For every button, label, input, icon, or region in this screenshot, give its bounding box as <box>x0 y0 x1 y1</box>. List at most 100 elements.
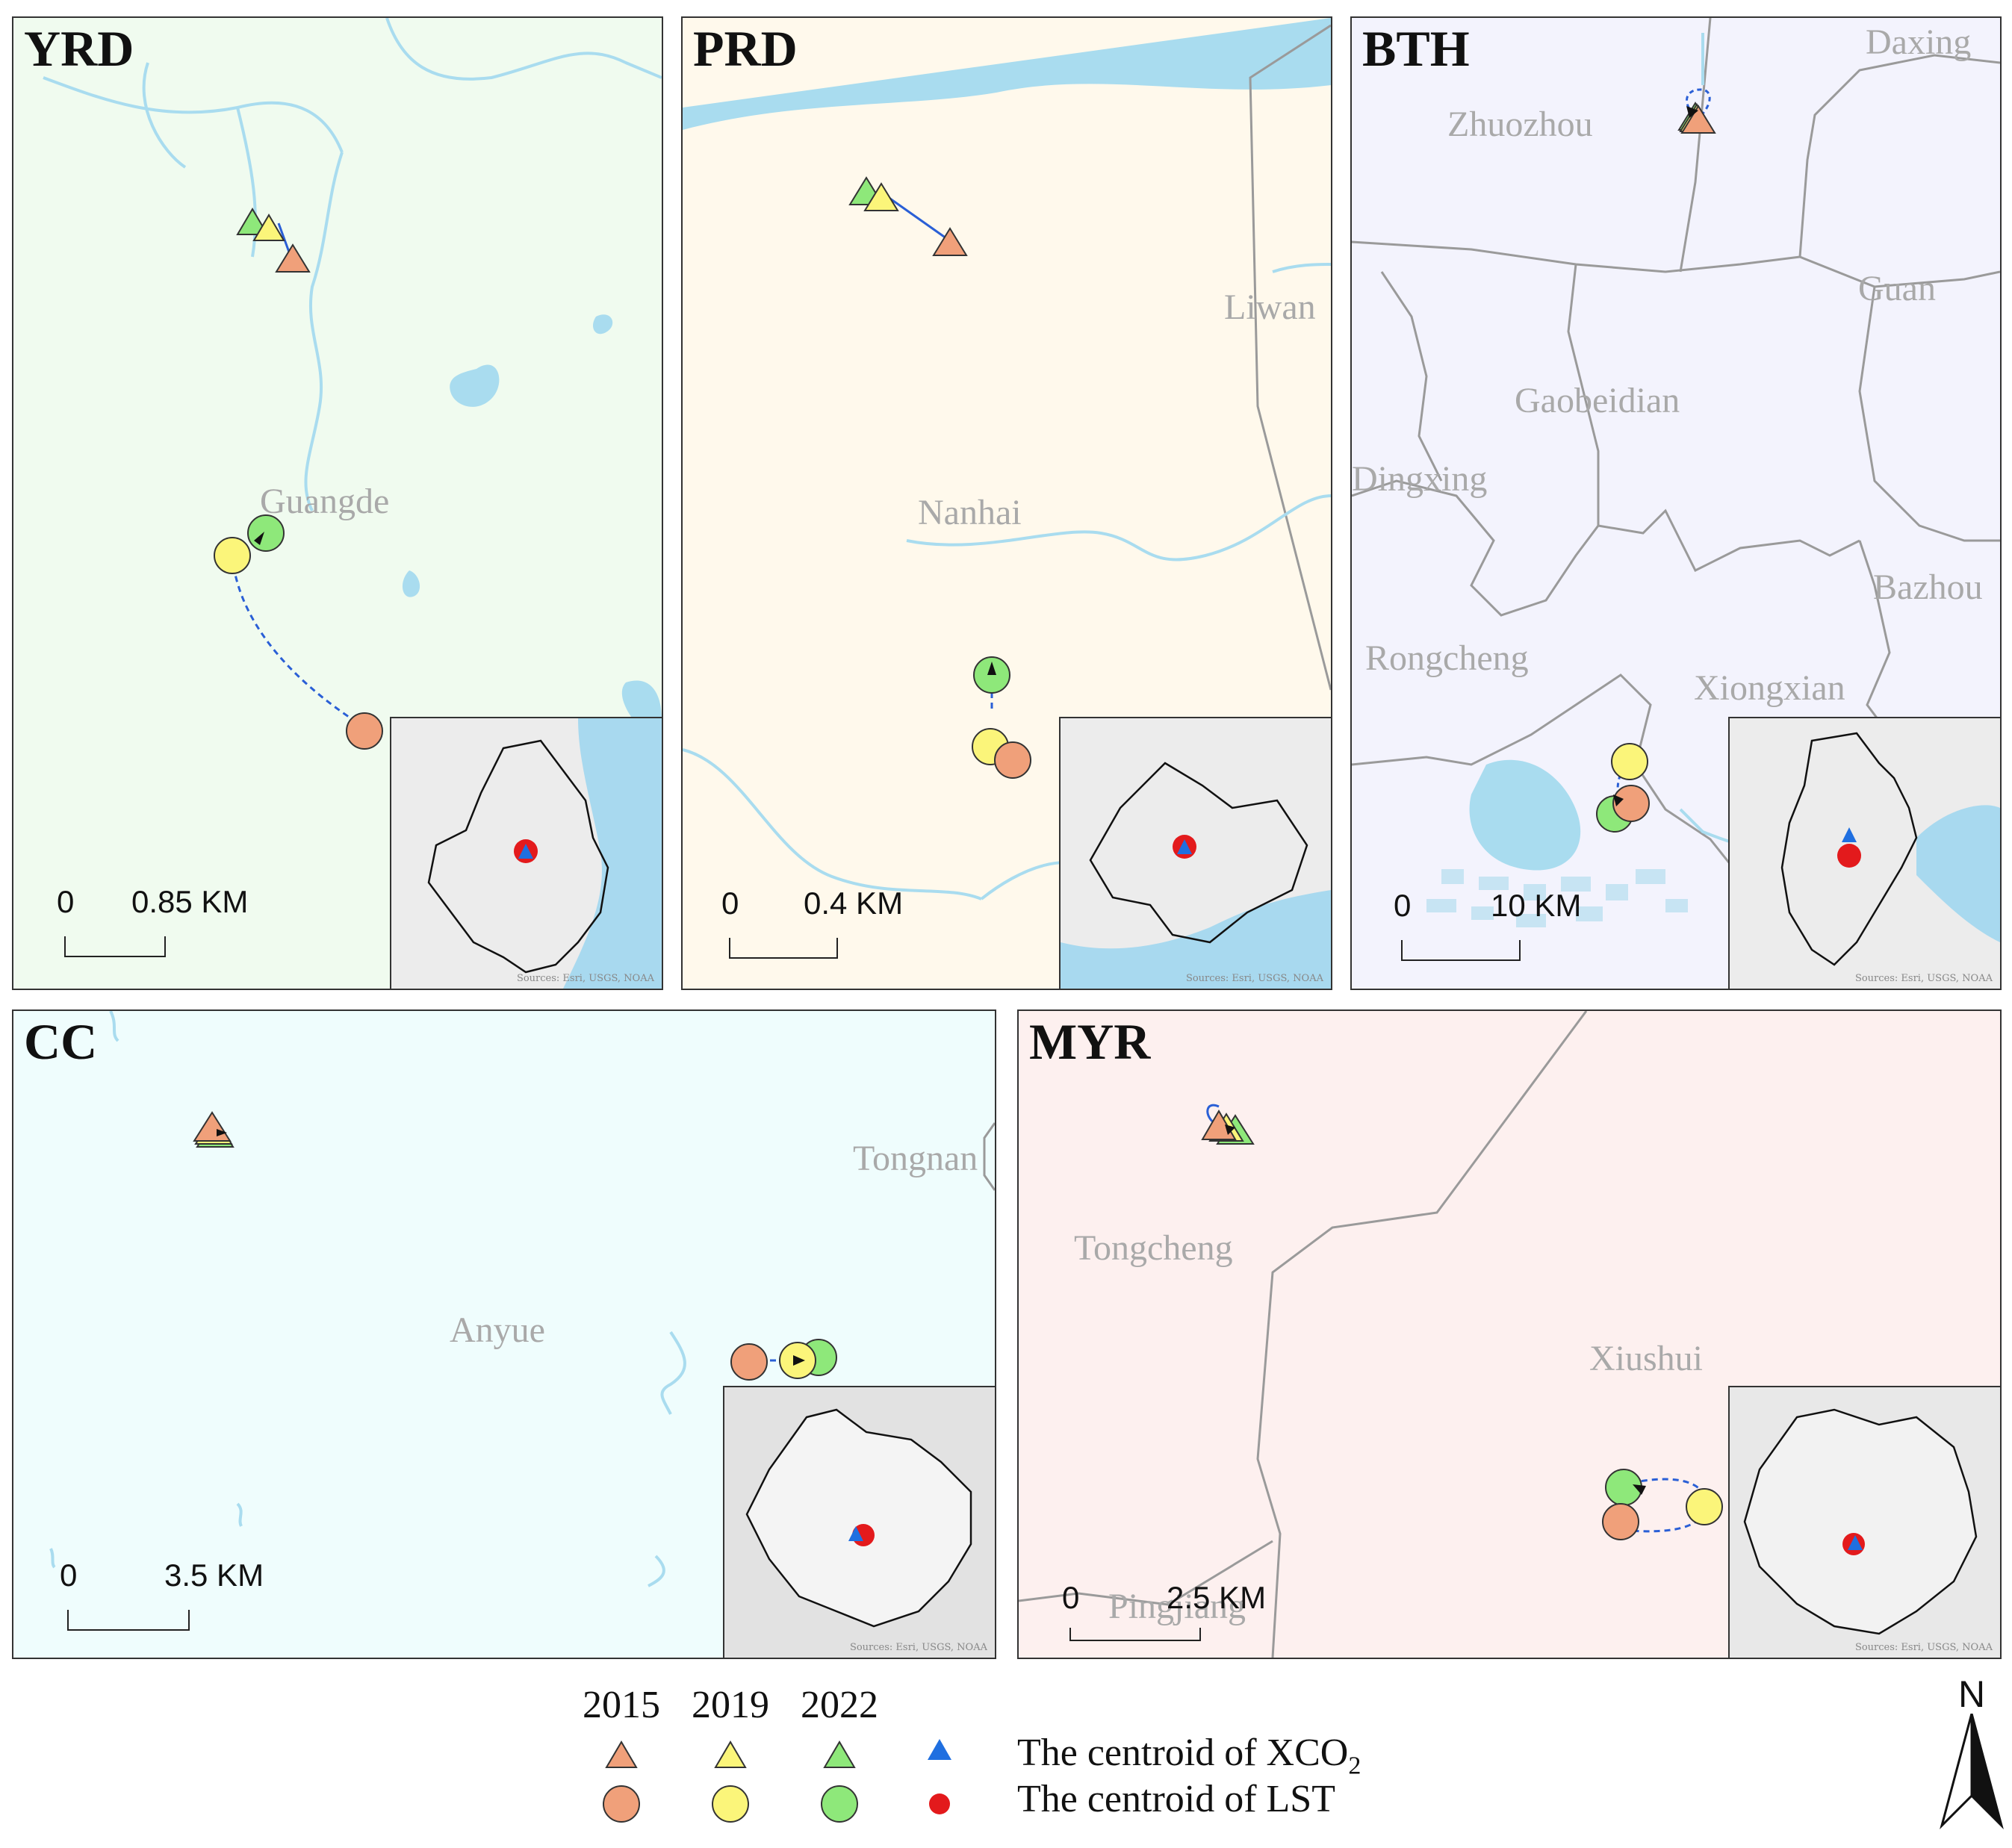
prd-inset-region-outline <box>1089 762 1308 944</box>
cc-inset-region-outline <box>745 1408 972 1628</box>
myr-place-label-3: Pingjiang <box>1108 1587 1246 1626</box>
cc-lst-arrowhead <box>793 1355 805 1366</box>
cc-inset-map <box>724 1387 995 1658</box>
legend-year-2022: 2022 <box>801 1684 878 1726</box>
myr-lst-arrowhead <box>1633 1484 1646 1495</box>
prd-boundary <box>1249 24 1331 691</box>
myr-xco2-track <box>1206 1104 1220 1124</box>
prd-scale-bar: 0 0.4 KM <box>721 886 946 975</box>
north-arrow-label: N <box>1957 1673 1986 1715</box>
myr-lst-2019-marker <box>1686 1488 1723 1525</box>
legend-xco2-text: The centroid of XCO <box>1017 1732 1349 1774</box>
legend-lst-2015-symbol <box>603 1785 640 1823</box>
legend-xco2-2019-symbol <box>714 1740 747 1768</box>
bth-place-label-1: Daxing <box>1866 22 1972 62</box>
prd-panel-title: PRD <box>693 20 798 77</box>
prd-river-north <box>683 18 1331 130</box>
legend-xco2-centroid-symbol <box>928 1739 951 1760</box>
prd-track-arrowhead <box>987 662 996 675</box>
yrd-lst-track <box>231 555 365 729</box>
yrd-xco2-2019-marker <box>252 214 285 241</box>
cc-xco2-2015-marker <box>193 1111 232 1142</box>
yrd-lakes <box>402 314 662 720</box>
yrd-place-label: Guangde <box>260 482 390 521</box>
prd-xco2-2015-marker <box>932 227 968 256</box>
bth-scale-bar: 0 10 KM <box>1394 888 1618 977</box>
legend-year-2015: 2015 <box>583 1684 660 1726</box>
bth-inset-region-outline <box>1780 732 1918 966</box>
bth-scale-zero: 0 <box>1394 888 1412 923</box>
prd-inset-map <box>1061 718 1331 989</box>
prd-inset-xco2-centroid <box>1177 839 1192 854</box>
bth-place-label-3: Guan <box>1858 269 1936 308</box>
myr-inset-xco2-centroid <box>1848 1535 1863 1550</box>
myr-locator-inset: Sources: Esri, USGS, NOAA <box>1728 1386 2000 1658</box>
yrd-scale-zero: 0 <box>57 884 75 919</box>
bth-panel-title: BTH <box>1362 20 1470 77</box>
cc-scale-line <box>67 1610 190 1631</box>
yrd-inset-region-outline <box>427 739 609 974</box>
prd-lst-2015-marker <box>994 741 1031 779</box>
cc-place-label-1: Tongnan <box>853 1139 978 1178</box>
bth-xco2-track <box>1686 88 1711 118</box>
cc-inset-xco2-centroid <box>848 1526 863 1541</box>
map-panel-prd: PRD Liwan Nanhai 0 0.4 KM Sources: Esri,… <box>681 16 1332 990</box>
myr-lst-2015-marker <box>1602 1503 1639 1540</box>
myr-inset-region-outline <box>1743 1408 1978 1635</box>
bth-map-layer <box>1352 18 2000 927</box>
bth-lst-arrowhead <box>1613 794 1624 806</box>
yrd-scale-bar: 0 0.85 KM <box>57 884 281 974</box>
prd-scale-line <box>729 938 838 959</box>
bth-place-label-2: Zhuozhou <box>1447 105 1593 144</box>
myr-inset-source: Sources: Esri, USGS, NOAA <box>1854 1642 1993 1653</box>
legend-lst-2019-symbol <box>712 1785 749 1823</box>
yrd-lst-2015-marker <box>346 712 383 750</box>
legend-symbols <box>603 1739 951 1823</box>
prd-scale-zero: 0 <box>721 886 739 921</box>
prd-place-label-1: Liwan <box>1224 287 1316 327</box>
yrd-scale-line <box>64 936 166 957</box>
bth-scale-line <box>1401 940 1521 961</box>
bth-xco2-2015-marker <box>1680 105 1716 134</box>
legend-xco2-label: The centroid of XCO2 <box>1017 1731 1361 1780</box>
myr-map-layer <box>1019 1011 1723 1658</box>
cc-rivers <box>49 1011 686 1587</box>
cc-inset-source: Sources: Esri, USGS, NOAA <box>849 1642 987 1653</box>
cc-scale-distance: 3.5 KM <box>164 1558 264 1593</box>
yrd-inset-map <box>391 718 662 989</box>
prd-xco2-track <box>887 196 952 243</box>
bth-wetland <box>1426 869 1688 927</box>
bth-place-label-4: Gaobeidian <box>1515 381 1680 420</box>
bth-inset-lst-centroid <box>1837 844 1861 868</box>
map-panel-bth: BTH Daxing Zhuozhou Guan Gaobeidian Ding… <box>1350 16 2002 990</box>
myr-place-label-1: Tongcheng <box>1074 1228 1233 1268</box>
legend-xco2-subscript: 2 <box>1348 1752 1361 1780</box>
bth-place-label-7: Rongcheng <box>1365 638 1529 678</box>
prd-place-label-2: Nanhai <box>918 493 1022 532</box>
bth-inset-map <box>1730 718 2000 989</box>
myr-scale-bar: 0 2.5 KM <box>1062 1580 1301 1655</box>
myr-scale-distance: 2.5 KM <box>1167 1580 1267 1615</box>
cc-locator-inset: Sources: Esri, USGS, NOAA <box>723 1386 995 1658</box>
map-panel-cc: CC Tongnan Anyue 0 3.5 KM Sources: Esri,… <box>12 1009 996 1659</box>
legend-lst-2022-symbol <box>821 1785 858 1823</box>
cc-scale-bar: 0 3.5 KM <box>60 1558 284 1647</box>
myr-xco2-arrowhead <box>1225 1124 1235 1135</box>
cc-boundary <box>983 1122 995 1191</box>
bth-place-label-6: Bazhou <box>1873 567 1983 607</box>
bth-lst-track <box>1616 760 1631 810</box>
myr-scale-line <box>1069 1628 1201 1641</box>
yrd-xco2-2022-marker <box>236 208 269 235</box>
myr-panel-title: MYR <box>1029 1013 1151 1070</box>
legend-xco2-2022-symbol <box>823 1740 856 1768</box>
legend-year-2019: 2019 <box>692 1684 769 1726</box>
prd-inset-source: Sources: Esri, USGS, NOAA <box>1185 973 1323 984</box>
cc-map-layer <box>49 1011 995 1587</box>
bth-place-label-5: Dingxing <box>1352 459 1488 499</box>
bth-locator-inset: Sources: Esri, USGS, NOAA <box>1728 717 2000 989</box>
cc-panel-title: CC <box>24 1013 98 1070</box>
north-arrow: N <box>1934 1673 2009 1830</box>
bth-inset-xco2-centroid <box>1842 827 1857 842</box>
yrd-xco2-2015-marker <box>275 243 311 273</box>
prd-scale-distance: 0.4 KM <box>804 886 904 921</box>
